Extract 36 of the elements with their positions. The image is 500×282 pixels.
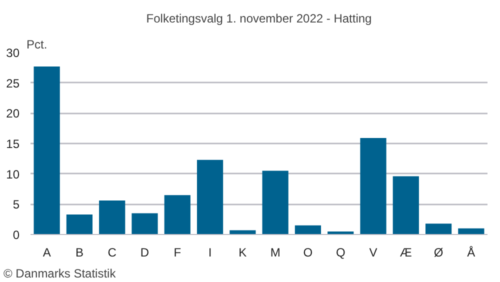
x-tick-label: Å — [467, 246, 476, 260]
x-tick-label: F — [174, 246, 182, 260]
y-tick-label: 0 — [12, 228, 20, 242]
bar — [360, 138, 386, 234]
y-tick-label: 25 — [6, 76, 20, 90]
bar — [196, 160, 224, 234]
text: © Danmarks Statistik — [4, 266, 117, 280]
bar — [392, 176, 419, 234]
x-tick-label: Æ — [400, 246, 412, 260]
bar — [132, 213, 158, 234]
y-tick-label: 5 — [12, 198, 20, 212]
x-tick-label: M — [270, 246, 280, 260]
chart-title: Folketingsvalg 1. november 2022 - Hatting — [146, 12, 372, 26]
bar — [425, 224, 452, 234]
y-axis-title: Pct. — [26, 38, 48, 52]
x-tick-label: D — [140, 246, 150, 260]
x-tick-label: Q — [336, 246, 346, 260]
x-tick-label: O — [303, 246, 313, 260]
x-tick-label: B — [75, 246, 84, 260]
x-tick-label: Ø — [434, 246, 444, 260]
x-tick-label: V — [369, 246, 378, 260]
bar — [164, 195, 190, 234]
y-tick-label: 10 — [6, 167, 20, 182]
x-tick-label: K — [238, 246, 247, 260]
x-tick-label: A — [42, 246, 51, 260]
y-tick-label: 15 — [6, 137, 20, 151]
bar — [262, 170, 288, 234]
bar — [294, 225, 322, 234]
y-tick-label: 20 — [6, 106, 20, 121]
bar — [458, 228, 484, 234]
y-tick-label: 30 — [6, 46, 20, 60]
bar — [99, 200, 126, 234]
x-tick-label: C — [108, 246, 117, 260]
bar — [66, 214, 93, 234]
bar — [34, 66, 60, 234]
x-tick-label: I — [208, 246, 212, 260]
